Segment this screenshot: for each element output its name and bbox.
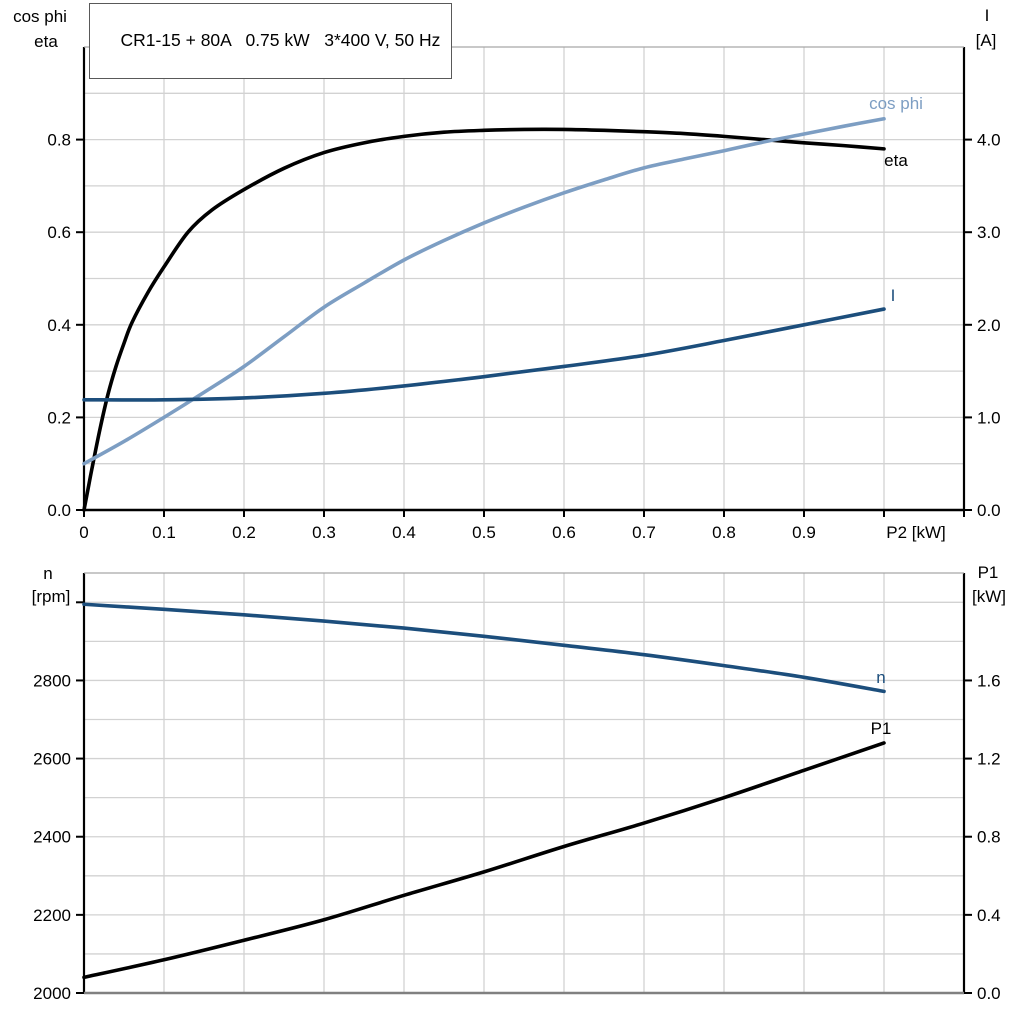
chart-top: 0 0.1 0.2 0.3 0.4 0.5 0.6 0.7 0.8 0.9 P2 [kW] 0.0 0.…: [13, 6, 1001, 542]
curve-n: [82, 602, 886, 694]
left-axis-header-line: n: [43, 564, 52, 583]
curve-label-cos-phi: cos phi: [869, 94, 923, 113]
chart-bottom: 2000 2200 2400 2600 2800 0.0 0.4 0.8 1.2 1.6 n [rpm…: [32, 563, 1006, 1003]
right-axis-header-line: [kW]: [972, 587, 1006, 606]
x-tick-label: 0.8: [712, 523, 736, 542]
curve-cos-phi: [82, 116, 886, 466]
left-tick-label: 2200: [33, 906, 71, 925]
left-tick-label: 2800: [33, 671, 71, 690]
left-axis-header-line: [rpm]: [32, 587, 71, 606]
curve-label-n: n: [876, 668, 885, 687]
left-tick-label: 2400: [33, 828, 71, 847]
x-tick-label: 0.9: [792, 523, 816, 542]
right-axis-header-line: P1: [978, 563, 999, 582]
x-tick-label: 0: [79, 523, 88, 542]
right-tick-label: 1.6: [977, 671, 1001, 690]
x-tick-label: 0.1: [152, 523, 176, 542]
right-tick-label: 1.0: [977, 408, 1001, 427]
left-tick-label: 0.8: [47, 131, 71, 150]
curve-label-i: I: [891, 286, 896, 305]
x-tick-label: 0.3: [312, 523, 336, 542]
right-tick-label: 4.0: [977, 131, 1001, 150]
x-tick-label: 0.2: [232, 523, 256, 542]
left-tick-label: 0.0: [47, 501, 71, 520]
left-tick-label: 2600: [33, 750, 71, 769]
x-tick-label: 0.7: [632, 523, 656, 542]
right-tick-label: 0.0: [977, 984, 1001, 1003]
x-tick-label: 0.5: [472, 523, 496, 542]
left-axis-header-line: eta: [34, 32, 58, 51]
curve-label-eta: eta: [884, 151, 908, 170]
curve-eta: [82, 127, 886, 512]
x-tick-label: 0.4: [392, 523, 416, 542]
curve-i: [82, 307, 886, 402]
chart-title: CR1-15 + 80A 0.75 kW 3*400 V, 50 Hz: [120, 29, 441, 50]
x-tick-label: 0.6: [552, 523, 576, 542]
right-tick-label: 2.0: [977, 316, 1001, 335]
right-tick-label: 0.4: [977, 906, 1001, 925]
right-tick-label: 0.8: [977, 828, 1001, 847]
left-tick-label: 2000: [33, 984, 71, 1003]
left-axis-header-line: cos phi: [13, 7, 67, 26]
curve-label-p1: P1: [871, 719, 892, 738]
left-tick-label: 0.6: [47, 223, 71, 242]
right-axis-header-line: [A]: [976, 31, 997, 50]
right-tick-label: 0.0: [977, 501, 1001, 520]
chart-title-box: CR1-15 + 80A 0.75 kW 3*400 V, 50 Hz: [89, 3, 453, 80]
x-axis-title: P2 [kW]: [886, 523, 946, 542]
left-tick-label: 0.4: [47, 316, 71, 335]
right-axis-header-line: I: [985, 6, 990, 25]
right-tick-label: 3.0: [977, 223, 1001, 242]
left-tick-label: 0.2: [47, 408, 71, 427]
right-tick-label: 1.2: [977, 750, 1001, 769]
curve-p1: [82, 741, 886, 980]
